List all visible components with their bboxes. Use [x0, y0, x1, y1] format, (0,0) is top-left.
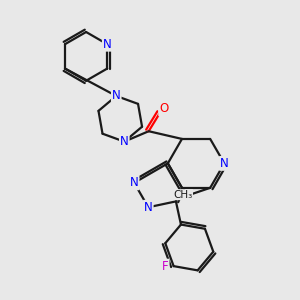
Text: N: N: [144, 201, 153, 214]
Text: F: F: [162, 260, 169, 273]
Text: N: N: [120, 135, 129, 148]
Text: CH₃: CH₃: [173, 190, 193, 200]
Text: N: N: [112, 89, 121, 103]
Text: N: N: [130, 176, 139, 189]
Text: N: N: [103, 38, 112, 51]
Text: O: O: [159, 102, 169, 116]
Text: N: N: [220, 157, 229, 170]
